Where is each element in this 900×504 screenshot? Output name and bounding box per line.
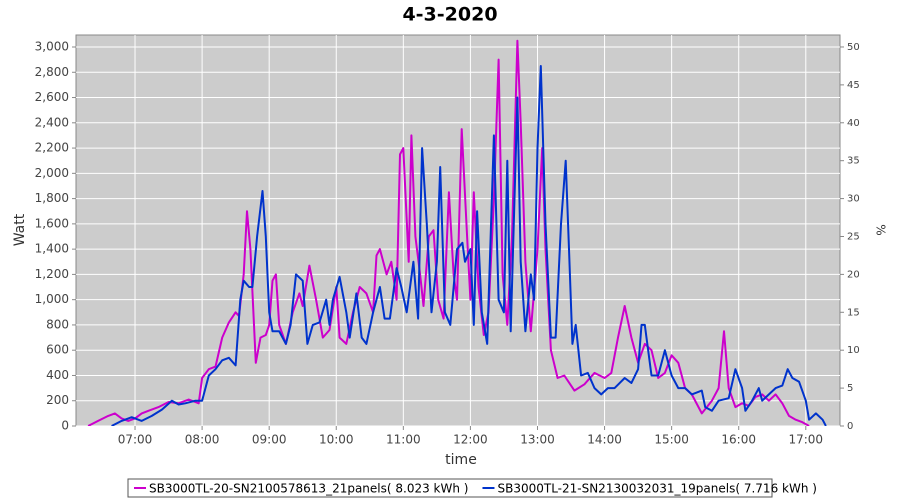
y2-axis-label: % [874, 224, 888, 235]
x-tick-label: 11:00 [386, 433, 421, 447]
y-tick-label: 0 [61, 419, 69, 433]
y2-tick-label: 30 [847, 194, 860, 205]
y-tick-label: 2,000 [35, 166, 69, 180]
x-tick-label: 14:00 [587, 433, 622, 447]
y2-tick-label: 5 [847, 383, 853, 394]
y-axis-label: Watt [12, 213, 28, 246]
y-tick-label: 3,000 [35, 40, 69, 54]
x-tick-label: 08:00 [185, 433, 220, 447]
y2-tick-label: 25 [847, 231, 860, 242]
y2-tick-label: 35 [847, 156, 860, 167]
x-tick-label: 09:00 [252, 433, 287, 447]
y-tick-label: 400 [46, 368, 69, 382]
legend-label: SB3000TL-20-SN2100578613_21panels( 8.023… [149, 482, 468, 496]
x-axis-label: time [445, 452, 477, 468]
y-tick-label: 1,200 [35, 267, 69, 281]
y-tick-label: 2,400 [35, 115, 69, 129]
y2-tick-label: 10 [847, 345, 860, 356]
y-tick-label: 1,800 [35, 191, 69, 205]
y-tick-label: 2,600 [35, 90, 69, 104]
legend-label: SB3000TL-21-SN2130032031_19panels( 7.716… [497, 482, 816, 496]
legend-box [127, 478, 773, 498]
x-tick-label: 17:00 [788, 433, 823, 447]
y2-tick-label: 50 [847, 42, 860, 53]
y2-tick-label: 20 [847, 269, 860, 280]
chart-title: 4-3-2020 [402, 4, 497, 26]
x-tick-label: 13:00 [520, 433, 555, 447]
x-tick-label: 16:00 [721, 433, 756, 447]
series-line [111, 65, 827, 426]
y2-tick-label: 15 [847, 307, 860, 318]
y-tick-label: 1,000 [35, 292, 69, 306]
y2-tick-label: 40 [847, 118, 860, 129]
y-tick-label: 2,200 [35, 141, 69, 155]
x-tick-label: 07:00 [118, 433, 153, 447]
y2-tick-label: 0 [847, 421, 853, 432]
y-tick-label: 1,400 [35, 242, 69, 256]
y-tick-label: 2,800 [35, 65, 69, 79]
x-tick-label: 12:00 [453, 433, 488, 447]
y-tick-label: 800 [46, 317, 69, 331]
y-tick-label: 600 [46, 343, 69, 357]
x-tick-label: 10:00 [319, 433, 354, 447]
y-tick-label: 200 [46, 393, 69, 407]
y-tick-label: 1,600 [35, 216, 69, 230]
x-tick-label: 15:00 [654, 433, 689, 447]
y2-tick-label: 45 [847, 80, 860, 91]
